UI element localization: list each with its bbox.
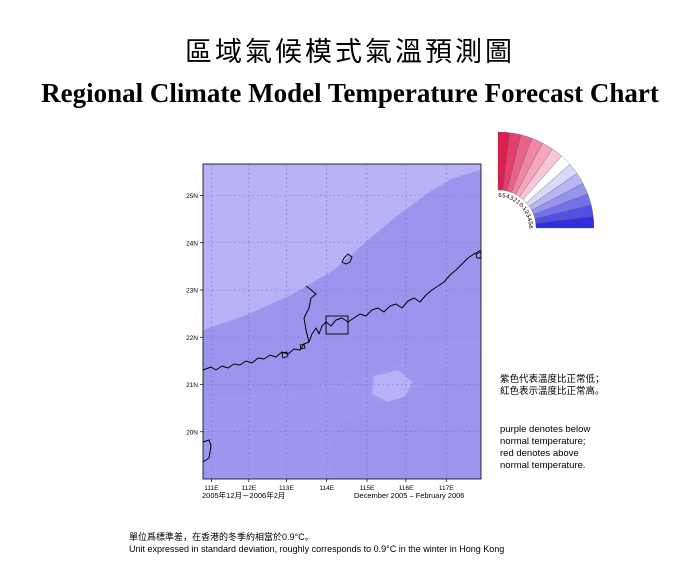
color-scale-legend: 6 5 4 3 2 1 0 -1 -2 -3 -4 -5 -6 — [486, 124, 595, 234]
map-axes: 25N 24N 23N 22N 21N 20N 111E 112E 113E 114E 115E 11… — [186, 193, 454, 492]
lon-tick-label: 114E — [319, 485, 334, 492]
coastline — [202, 249, 482, 371]
scale-label: 1 — [515, 199, 522, 206]
lat-tick-label: 25N — [186, 193, 198, 200]
lat-tick-label: 24N — [186, 240, 198, 247]
lon-tick-label: 117E — [439, 485, 454, 492]
legend-note-english: purple denotes below normal temperature;… — [500, 424, 620, 472]
lat-tick-label: 21N — [186, 382, 198, 389]
scale-label: -1 — [519, 204, 527, 212]
scale-label: 6 — [498, 193, 502, 199]
hong-kong-box — [325, 315, 349, 335]
lat-tick-label: 22N — [186, 335, 198, 342]
scale-label: -4 — [525, 215, 533, 223]
legend-note-line: normal temperature; — [500, 436, 586, 447]
scale-label: -2 — [521, 208, 529, 216]
anomaly-region-south — [203, 308, 481, 479]
map-plot-area — [202, 163, 482, 480]
lat-tick-label: 23N — [186, 288, 198, 295]
page-title-english: Regional Climate Model Temperature Forec… — [41, 78, 659, 108]
pearl-river-estuary — [303, 285, 317, 343]
map-frame — [202, 163, 482, 480]
forecast-period-chinese: 2005年12月－2006年2月 — [202, 491, 286, 500]
island-outline — [281, 351, 289, 359]
island-outline — [299, 343, 306, 350]
scale-label: -5 — [526, 219, 533, 226]
anomaly-patch-sea — [372, 370, 412, 402]
page-title-chinese: 區域氣候模式氣溫預測圖 — [185, 37, 515, 68]
forecast-map: 25N 24N 23N 22N 21N 20N 111E 112E 113E 114E 115E 11… — [176, 158, 486, 503]
lon-tick-label: 112E — [242, 485, 257, 492]
legend-note-line: normal temperature. — [500, 460, 586, 471]
scale-label: 2 — [512, 197, 519, 204]
island-outline — [341, 253, 353, 265]
lon-tick-label: 111E — [204, 485, 219, 492]
scale-label: 4 — [505, 194, 511, 201]
legend-note-line: purple denotes below — [500, 424, 591, 435]
scale-label: 3 — [508, 195, 514, 202]
legend-note-line: red denotes above — [500, 448, 579, 459]
anomaly-region-inland — [203, 170, 481, 479]
lat-tick-label: 20N — [186, 429, 198, 436]
lon-tick-label: 116E — [399, 485, 414, 492]
forecast-period-english: December 2005 – February 2006 — [354, 491, 465, 500]
lon-tick-label: 115E — [360, 485, 375, 492]
scale-label: 0 — [517, 202, 524, 209]
legend-note-chinese: 紫色代表溫度比正常低；紅色表示溫度比正常高。 — [500, 374, 605, 397]
map-canvas: 25N 24N 23N 22N 21N 20N 111E 112E 113E 114E 115E 11… — [186, 163, 482, 492]
hainan-coastline — [202, 439, 212, 463]
scale-label: -3 — [523, 211, 531, 219]
lon-tick-label: 113E — [279, 485, 294, 492]
unit-note-english: Unit expressed in standard deviation, ro… — [129, 544, 505, 554]
scale-label: 5 — [502, 193, 507, 200]
unit-note-chinese: 單位爲標準差，在香港的冬季約相當於0.9°C。 — [129, 532, 314, 542]
scale-label: -6 — [527, 223, 533, 229]
